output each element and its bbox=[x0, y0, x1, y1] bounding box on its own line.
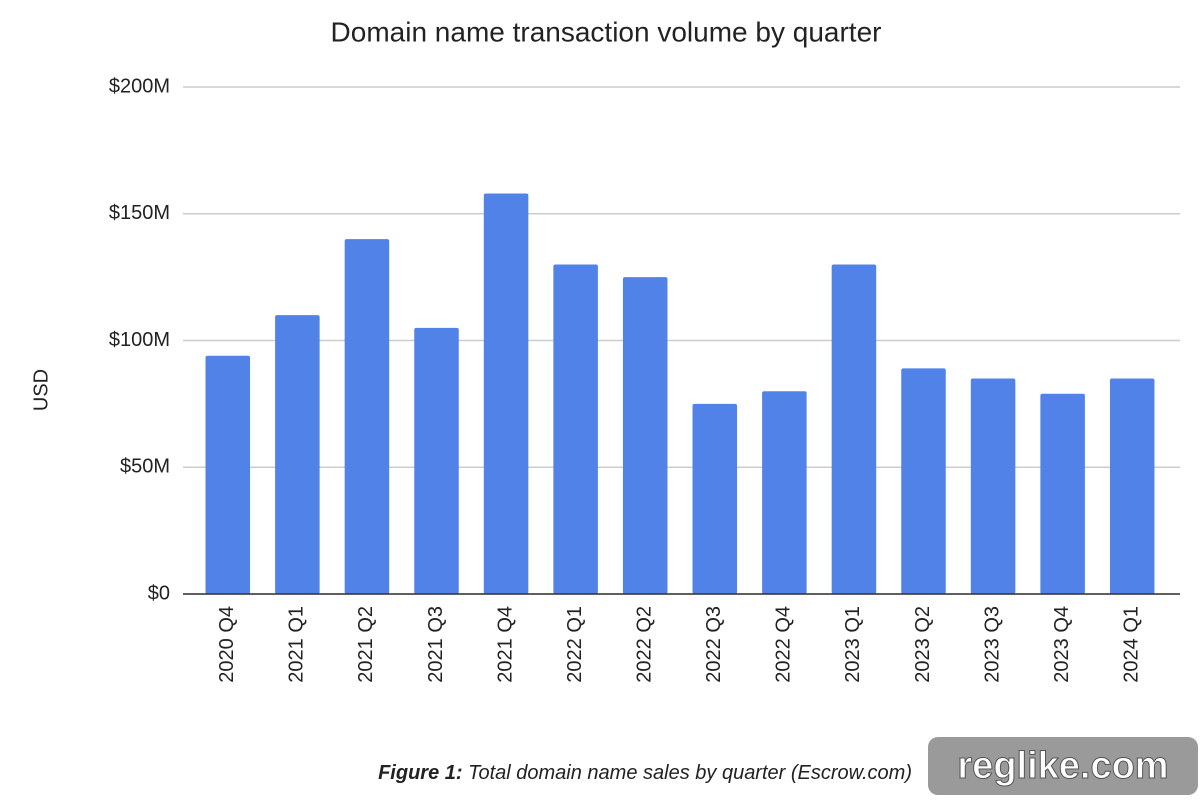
x-tick-label: 2021 Q1 bbox=[286, 606, 308, 683]
x-tick-label: 2023 Q3 bbox=[981, 606, 1003, 683]
x-tick-label: 2023 Q4 bbox=[1051, 606, 1073, 683]
y-tick-label: $0 bbox=[148, 582, 170, 604]
caption-label: Figure 1: bbox=[378, 762, 462, 784]
caption-text: Total domain name sales by quarter (Escr… bbox=[468, 762, 912, 784]
x-tick-label: 2022 Q4 bbox=[773, 606, 795, 683]
bar bbox=[414, 327, 459, 594]
y-tick-label: $200M bbox=[109, 75, 170, 97]
bar bbox=[1040, 393, 1085, 594]
bar bbox=[553, 264, 598, 594]
bar bbox=[344, 239, 390, 594]
bar bbox=[970, 378, 1016, 594]
x-tick-label: 2024 Q1 bbox=[1120, 606, 1142, 683]
x-tick-label: 2022 Q1 bbox=[564, 606, 586, 683]
x-tick-label: 2021 Q4 bbox=[494, 606, 516, 683]
caption: Figure 1: Total domain name sales by qua… bbox=[378, 762, 912, 784]
chart-title: Domain name transaction volume by quarte… bbox=[331, 16, 882, 47]
y-tick-label: $100M bbox=[109, 329, 170, 351]
y-tick-label: $50M bbox=[120, 456, 170, 478]
y-axis-label: USD bbox=[30, 369, 52, 411]
bar bbox=[622, 277, 668, 594]
bar bbox=[692, 403, 738, 594]
x-tick-label: 2020 Q4 bbox=[216, 606, 238, 683]
x-tick-label: 2023 Q2 bbox=[912, 606, 934, 683]
bar bbox=[762, 391, 807, 594]
x-tick-label: 2022 Q3 bbox=[703, 606, 725, 683]
bar bbox=[831, 264, 877, 594]
bar bbox=[1109, 378, 1155, 594]
x-tick-label: 2023 Q1 bbox=[842, 606, 864, 683]
x-tick-label: 2021 Q3 bbox=[425, 606, 447, 683]
watermark-box bbox=[928, 737, 1198, 795]
bar bbox=[205, 355, 251, 594]
bar bbox=[275, 315, 320, 594]
watermark: reglike.com bbox=[957, 745, 1168, 787]
x-tick-label: 2021 Q2 bbox=[355, 606, 377, 683]
x-tick-label: 2022 Q2 bbox=[633, 606, 655, 683]
y-tick-label: $150M bbox=[109, 202, 170, 224]
bar bbox=[483, 193, 529, 594]
bar bbox=[901, 368, 946, 594]
